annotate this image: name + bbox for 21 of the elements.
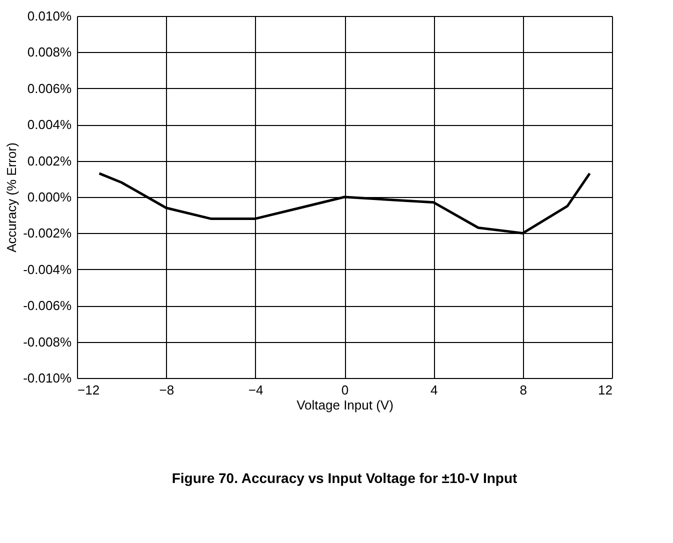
x-axis-title: Voltage Input (V) bbox=[296, 398, 394, 412]
x-tick-label: −12 bbox=[78, 382, 100, 398]
y-tick-label: 0.002% bbox=[27, 153, 72, 168]
y-tick-label: 0.006% bbox=[27, 80, 72, 96]
y-tick-label: -0.010% bbox=[23, 370, 72, 386]
y-tick-label: -0.008% bbox=[23, 334, 72, 350]
y-tick-label: 0.000% bbox=[27, 190, 72, 204]
x-tick-label: 0 bbox=[341, 382, 349, 398]
x-tick-label: 12 bbox=[598, 382, 612, 398]
y-tick-label: 0.008% bbox=[27, 44, 72, 60]
y-tick-label: 0.010% bbox=[27, 8, 72, 24]
y-tick-label: -0.002% bbox=[23, 226, 72, 241]
y-tick-label: -0.004% bbox=[23, 262, 72, 277]
x-tick-label: 8 bbox=[520, 382, 527, 398]
x-tick-label: −4 bbox=[248, 382, 264, 398]
y-axis-title: Accuracy (% Error) bbox=[4, 142, 20, 252]
x-tick-label: 4 bbox=[430, 382, 438, 398]
caption: Figure 70. Accuracy vs Input Voltage for ±10-V Input bbox=[172, 470, 518, 486]
y-tick-label: 0.004% bbox=[27, 117, 72, 132]
x-tick-label: −8 bbox=[159, 382, 174, 398]
y-tick-label: -0.006% bbox=[23, 298, 72, 314]
